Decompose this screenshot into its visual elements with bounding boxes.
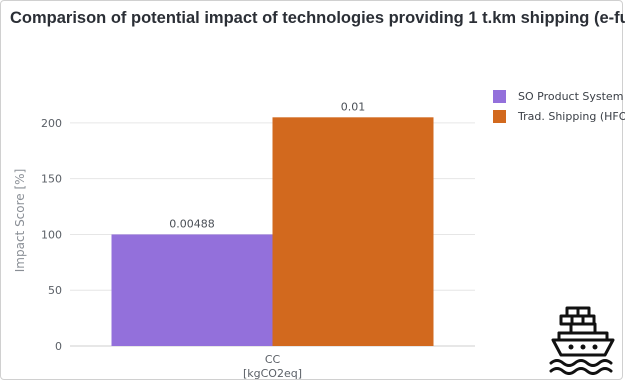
data-label: 0.01: [341, 100, 366, 113]
y-tick-label: 150: [41, 173, 62, 186]
legend: SO Product System Trad. Shipping (HFO): [493, 86, 625, 126]
y-tick-label: 0: [55, 340, 62, 353]
legend-label: SO Product System: [518, 89, 624, 103]
y-axis-label: Impact Score [%]: [13, 169, 27, 273]
legend-item-trad-shipping[interactable]: Trad. Shipping (HFO): [493, 106, 625, 126]
legend-item-so-product-system[interactable]: SO Product System: [493, 86, 625, 106]
x-tick-sublabel: [kgCO2eq]: [243, 367, 302, 380]
y-tick-label: 50: [48, 284, 62, 297]
bar-1: [272, 117, 434, 346]
legend-label: Trad. Shipping (HFO): [518, 109, 625, 123]
data-label: 0.00488: [169, 217, 215, 230]
y-tick-label: 100: [41, 228, 62, 241]
legend-swatch: [493, 109, 506, 123]
cargo-ship-icon: [549, 306, 615, 375]
y-tick-label: 200: [41, 117, 62, 130]
bar-0: [111, 234, 273, 346]
legend-swatch: [493, 89, 506, 103]
chart-title: Comparison of potential impact of techno…: [10, 9, 625, 27]
x-tick-label: CC: [265, 353, 281, 366]
